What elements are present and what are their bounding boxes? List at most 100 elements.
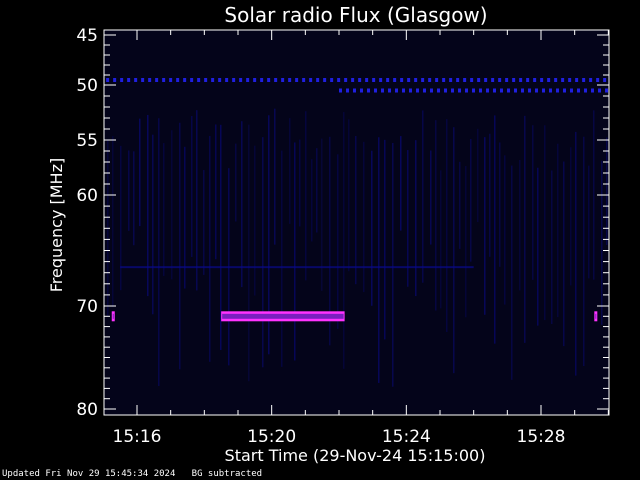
dotted-line-dot — [288, 78, 292, 82]
dotted-line-dot — [379, 78, 383, 82]
updated-text: Updated Fri Nov 29 15:45:34 2024 — [2, 469, 176, 479]
noise-streak — [281, 150, 283, 367]
noise-streak — [215, 124, 217, 260]
noise-streak — [299, 139, 301, 227]
dotted-line-dot — [260, 78, 264, 82]
dotted-line-dot — [225, 78, 229, 82]
noise-streak — [337, 154, 339, 329]
dotted-line-dot — [274, 78, 278, 82]
dotted-line — [106, 78, 607, 82]
y-axis-label: Frequency [MHz] — [47, 158, 66, 292]
dotted-line-dot — [365, 78, 369, 82]
noise-streak — [446, 119, 448, 332]
noise-streak — [163, 143, 165, 276]
noise-streak — [465, 166, 467, 318]
noise-streak — [593, 110, 595, 280]
noise-streak — [422, 110, 424, 283]
dotted-line-dot — [598, 88, 601, 93]
noise-streak — [107, 139, 109, 317]
dotted-line-dot — [239, 78, 243, 82]
noise-streak — [311, 159, 313, 242]
noise-streak — [606, 137, 608, 246]
dotted-line-dot — [486, 88, 489, 93]
noise-streak — [440, 170, 442, 309]
noise-streak — [484, 137, 486, 315]
dotted-line-dot — [493, 88, 496, 93]
noise-streak — [378, 137, 380, 383]
chart-title: Solar radio Flux (Glasgow) — [224, 3, 487, 27]
dotted-line-dot — [409, 88, 412, 93]
dotted-line-dot — [465, 88, 468, 93]
dotted-line-dot — [521, 88, 524, 93]
dotted-line-dot — [218, 78, 222, 82]
dotted-line-dot — [246, 78, 250, 82]
dotted-line-dot — [575, 78, 579, 82]
footer: Updated Fri Nov 29 15:45:34 2024 BG subt… — [2, 469, 262, 479]
dotted-line-dot — [330, 78, 334, 82]
dotted-line-dot — [395, 88, 398, 93]
dotted-line-dot — [351, 78, 355, 82]
noise-streak — [321, 138, 323, 291]
burst-band — [222, 313, 344, 319]
dotted-line-dot — [556, 88, 559, 93]
dotted-line-dot — [388, 88, 391, 93]
dotted-line-dot — [155, 78, 159, 82]
dotted-line-dot — [437, 88, 440, 93]
noise-streak — [289, 118, 291, 224]
noise-streak — [112, 136, 114, 308]
dotted-line-dot — [353, 88, 356, 93]
dotted-line-dot — [589, 78, 593, 82]
noise-streak — [588, 165, 590, 279]
dotted-line-dot — [458, 88, 461, 93]
noise-streak — [133, 151, 135, 246]
noise-streak — [601, 160, 603, 325]
dotted-line-dot — [456, 78, 460, 82]
dotted-line-dot — [463, 78, 467, 82]
dotted-line-dot — [374, 88, 377, 93]
dotted-line-dot — [134, 78, 138, 82]
y-tick-label: 80 — [76, 400, 98, 420]
dotted-line-dot — [519, 78, 523, 82]
noise-streak — [511, 165, 513, 380]
noise-streak — [348, 119, 350, 272]
dotted-line-dot — [526, 78, 530, 82]
dotted-line-dot — [451, 88, 454, 93]
x-tick-label: 15:20 — [247, 427, 296, 447]
dotted-line-dot — [547, 78, 551, 82]
noise-streak — [524, 115, 526, 343]
dotted-line-dot — [507, 88, 510, 93]
dotted-line-dot — [211, 78, 215, 82]
dot — [112, 313, 114, 319]
noise-streak — [139, 118, 141, 227]
dotted-line-dot — [162, 78, 166, 82]
dotted-line-dot — [584, 88, 587, 93]
y-axis: 45 50 55 60 70 80 — [76, 26, 609, 420]
dotted-line-dot — [295, 78, 299, 82]
noise-streak — [179, 122, 181, 370]
dotted-line-dot — [479, 88, 482, 93]
dotted-line-dot — [477, 78, 481, 82]
noise-streak — [191, 115, 193, 257]
dotted-line-dot — [444, 88, 447, 93]
dotted-line-dot — [596, 78, 600, 82]
plot-background — [104, 30, 609, 415]
dotted-line-dot — [430, 88, 433, 93]
noise-streak — [241, 121, 243, 288]
dotted-line-dot — [568, 78, 572, 82]
noise-streak — [504, 155, 506, 305]
noise-streak — [268, 115, 270, 355]
dotted-line-dot — [232, 78, 236, 82]
dotted-line-dot — [514, 88, 517, 93]
dotted-line-dot — [528, 88, 531, 93]
dotted-line-dot — [339, 88, 342, 93]
dotted-line-dot — [428, 78, 432, 82]
dotted-line-dot — [358, 78, 362, 82]
noise-streak — [435, 120, 437, 311]
dotted-line-dot — [183, 78, 187, 82]
dotted-line-dot — [535, 88, 538, 93]
dotted-line-dot — [197, 78, 201, 82]
plot-frame — [103, 29, 610, 416]
x-tick-label: 15:24 — [382, 427, 431, 447]
noise-streak — [563, 161, 565, 347]
noise-streak — [459, 161, 461, 249]
